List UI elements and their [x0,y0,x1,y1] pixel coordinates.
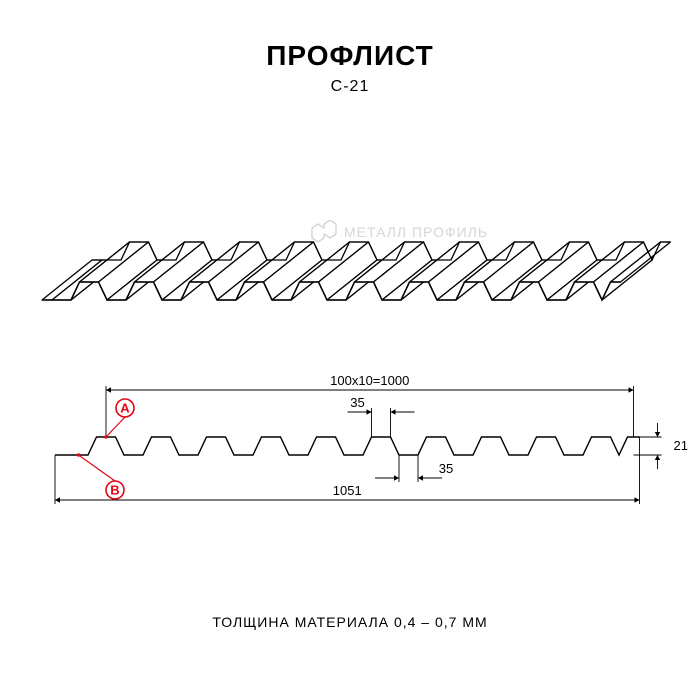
svg-text:А: А [120,401,130,416]
page-title: ПРОФЛИСТ [0,40,700,72]
svg-text:В: В [110,483,119,498]
cross-section-view: 100х10=1000 1051 35 35 21 А В [0,360,700,530]
footer-note: ТОЛЩИНА МАТЕРИАЛА 0,4 – 0,7 ММ [0,614,700,630]
svg-text:35: 35 [350,395,364,410]
svg-text:21: 21 [674,438,688,453]
svg-text:1051: 1051 [333,483,362,498]
watermark-logo-icon [310,220,338,244]
watermark-text: МЕТАЛЛ ПРОФИЛЬ [344,224,488,240]
watermark: МЕТАЛЛ ПРОФИЛЬ [310,220,488,244]
page-subtitle: С-21 [0,78,700,96]
title-block: ПРОФЛИСТ С-21 [0,0,700,96]
svg-text:35: 35 [439,461,453,476]
svg-text:100х10=1000: 100х10=1000 [330,373,409,388]
